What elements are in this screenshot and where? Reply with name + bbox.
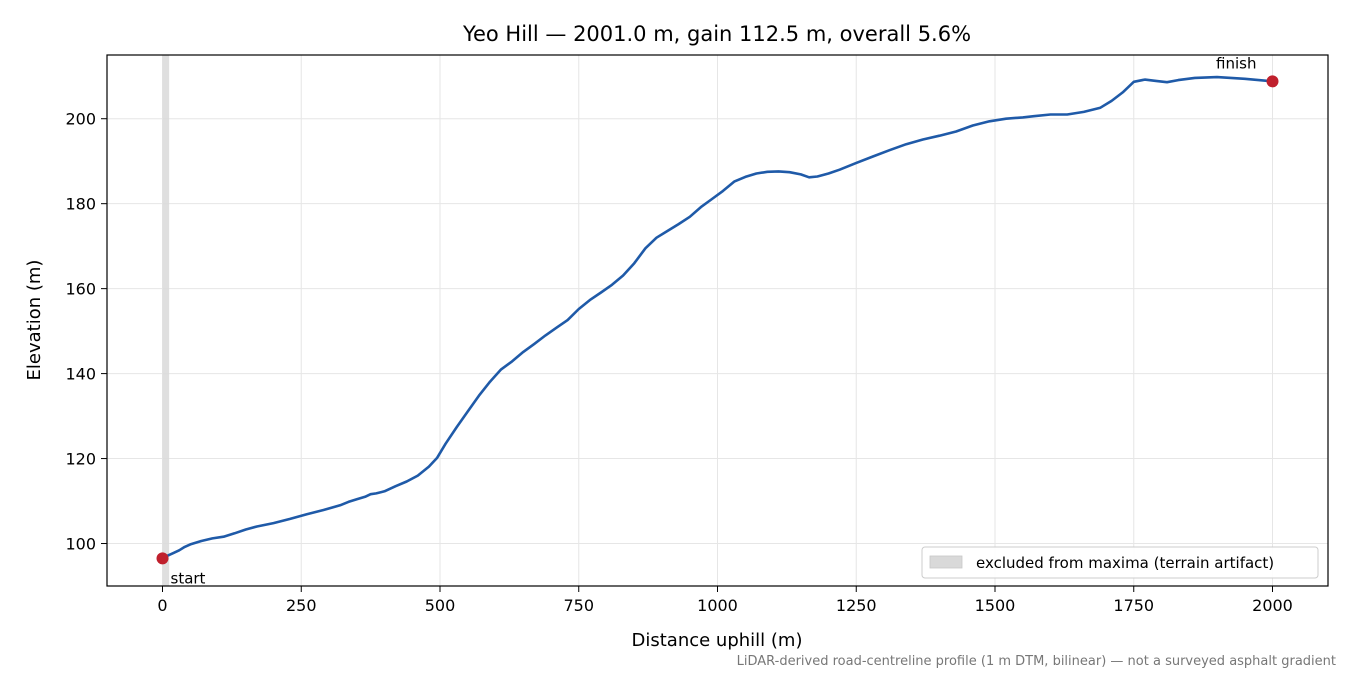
- x-axis-ticks: 0 250 500 750 1000 1250 1500 1750 2000: [157, 586, 1293, 615]
- finish-label: finish: [1216, 54, 1256, 72]
- y-axis-label: Elevation (m): [24, 260, 45, 381]
- legend: excluded from maxima (terrain artifact): [921, 546, 1319, 579]
- elevation-series-line: [161, 75, 1273, 560]
- x-axis-label: Distance uphill (m): [632, 630, 803, 651]
- finish-point: [1266, 75, 1279, 88]
- y-tick-label: 140: [65, 365, 96, 384]
- x-tick-label: 0: [157, 596, 167, 615]
- legend-box: [921, 546, 1319, 579]
- x-tick-label: 500: [425, 596, 456, 615]
- x-tick-label: 250: [286, 596, 317, 615]
- x-tick-label: 1250: [836, 596, 877, 615]
- y-tick-label: 160: [65, 280, 96, 299]
- excluded-span-band: [162, 55, 170, 586]
- y-tick-label: 200: [65, 110, 96, 129]
- endpoint-markers: start finish: [156, 54, 1279, 587]
- legend-label: excluded from maxima (terrain artifact): [976, 554, 1274, 572]
- x-tick-label: 2000: [1252, 596, 1293, 615]
- x-tick-label: 750: [563, 596, 594, 615]
- y-tick-label: 120: [65, 450, 96, 469]
- grid: [107, 55, 1328, 586]
- x-tick-label: 1000: [697, 596, 738, 615]
- chart-caption: LiDAR-derived road-centreline profile (1…: [737, 654, 1336, 669]
- x-tick-label: 1500: [975, 596, 1016, 615]
- start-point: [156, 552, 169, 565]
- y-tick-label: 100: [65, 535, 96, 554]
- y-tick-label: 180: [65, 195, 96, 214]
- legend-swatch: [929, 555, 963, 569]
- x-tick-label: 1750: [1113, 596, 1154, 615]
- y-axis-ticks: 100 120 140 160 180 200: [65, 110, 107, 554]
- chart-title: Yeo Hill — 2001.0 m, gain 112.5 m, overa…: [462, 22, 971, 46]
- start-label: start: [171, 569, 206, 587]
